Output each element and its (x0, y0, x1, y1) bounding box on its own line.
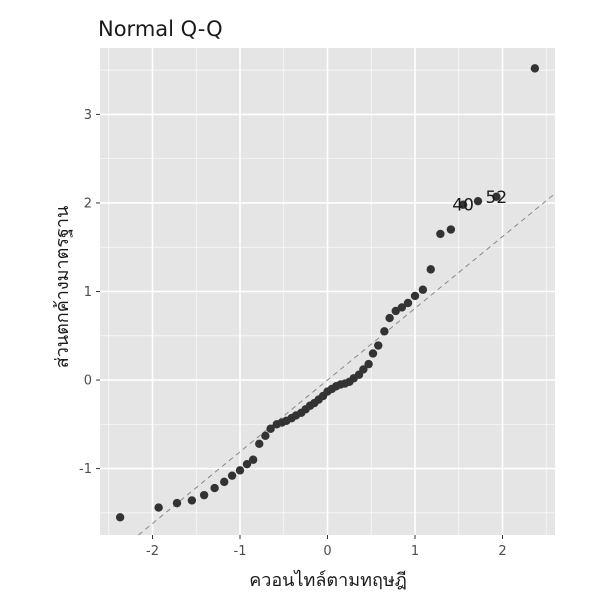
data-point (235, 466, 245, 475)
data-point (154, 503, 163, 512)
data-point (446, 225, 456, 234)
point-label: 40 (452, 196, 474, 216)
data-point (410, 291, 420, 301)
data-point (426, 265, 435, 274)
x-axis-title: ควอนไทล์ตามทฤษฎี (249, 569, 407, 591)
data-point (220, 477, 229, 487)
data-point (266, 424, 275, 433)
data-point (436, 229, 445, 239)
data-point (385, 313, 394, 323)
data-point (261, 431, 270, 441)
data-point (403, 298, 413, 308)
x-tick-label: 0 (323, 544, 331, 559)
data-point (368, 349, 378, 358)
data-point (172, 498, 182, 508)
data-point (115, 513, 125, 522)
y-tick-label: 0 (84, 374, 92, 389)
chart-title: Normal Q-Q (98, 17, 223, 41)
data-point (242, 459, 252, 469)
data-point (227, 471, 237, 480)
data-point (364, 359, 373, 369)
data-point (187, 496, 197, 505)
y-tick-label: 3 (84, 108, 92, 123)
data-point (199, 490, 209, 500)
data-point (380, 327, 389, 336)
data-point (530, 64, 540, 73)
data-point (492, 192, 501, 201)
y-tick-label: 2 (84, 196, 92, 211)
x-tick-label: 2 (498, 544, 506, 559)
data-point (210, 483, 219, 493)
point-labels: 40 52 (452, 188, 507, 216)
data-point (391, 306, 400, 316)
data-point (374, 341, 383, 350)
point-label: 52 (486, 188, 508, 208)
x-tick-label: -2 (146, 544, 159, 559)
x-tick-label: -1 (234, 544, 247, 559)
y-axis-title: ส่วนตกค้างมาตรฐาน (52, 206, 73, 369)
data-point (473, 196, 483, 206)
data-point (359, 365, 368, 374)
y-tick-label: 1 (84, 285, 92, 300)
y-axis-ticks: -1 0 1 2 3 (79, 108, 100, 477)
x-axis-ticks: -2 -1 0 1 2 (146, 535, 507, 559)
data-point (248, 455, 258, 464)
data-points (115, 64, 540, 522)
data-point (255, 439, 264, 448)
data-point (397, 303, 407, 312)
data-point (418, 285, 428, 294)
data-point (458, 200, 468, 209)
x-tick-label: 1 (411, 544, 419, 559)
y-tick-label: -1 (79, 462, 92, 477)
